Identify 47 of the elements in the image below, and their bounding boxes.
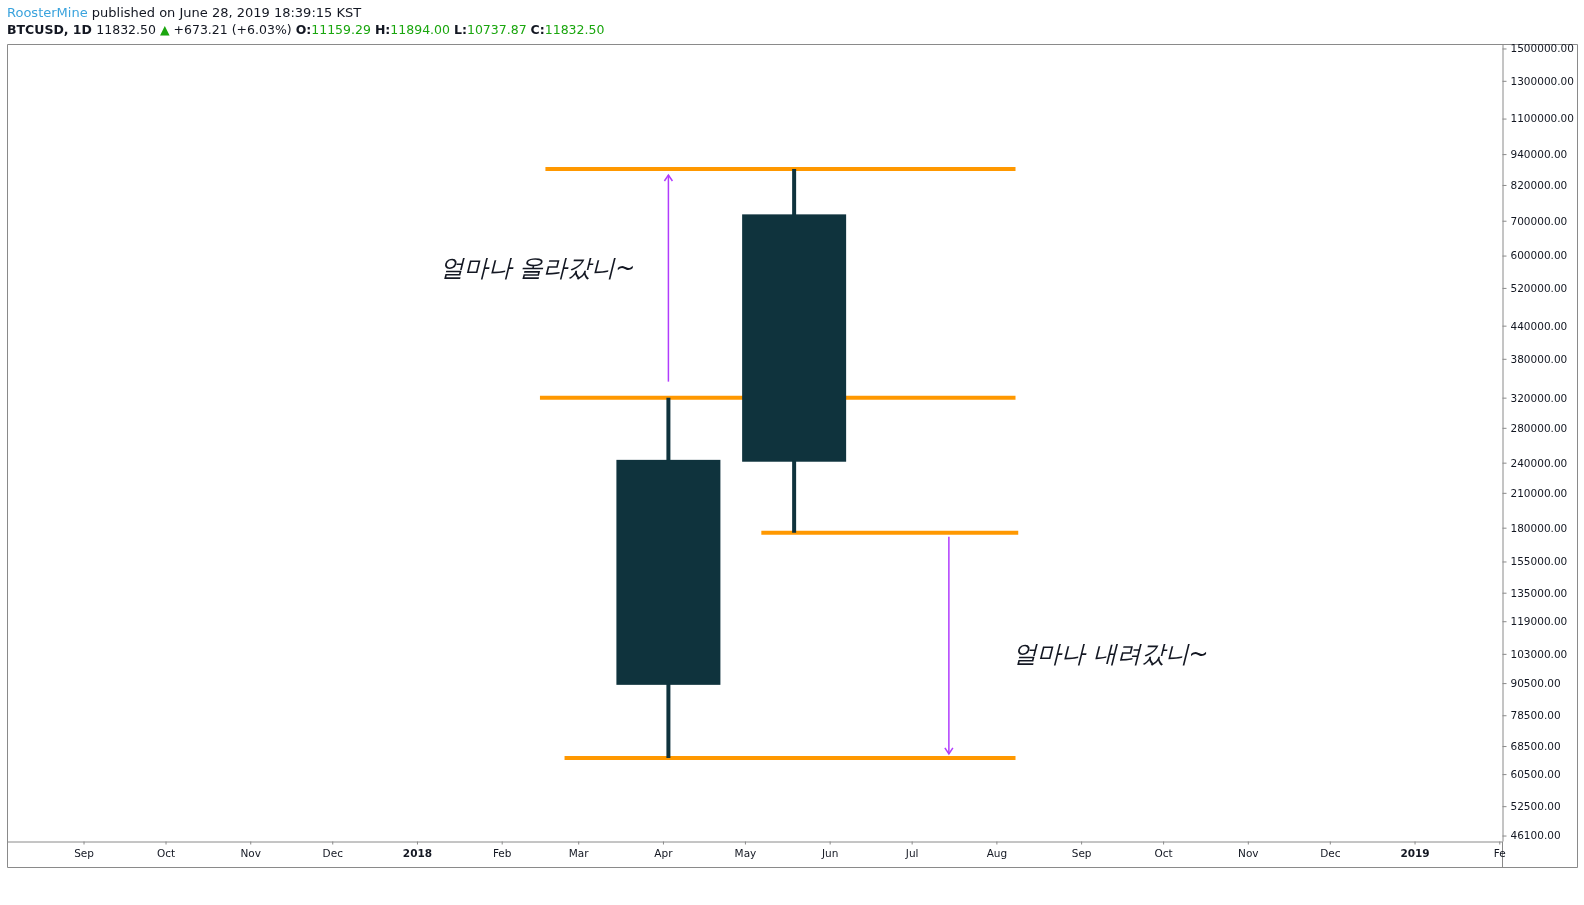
x-tick-label: 2019 (1400, 846, 1430, 859)
y-tick-label: 68500.00 (1510, 739, 1561, 752)
y-tick-label: 380000.00 (1510, 352, 1568, 365)
x-tick-label: Fe (1493, 846, 1506, 859)
y-tick-label: 320000.00 (1510, 391, 1568, 404)
x-tick-label: Apr (654, 846, 674, 859)
x-tick-label: Jul (904, 846, 919, 859)
x-tick-label: Mar (568, 846, 590, 859)
y-tick-label: 240000.00 (1510, 456, 1568, 469)
y-tick-label: 280000.00 (1510, 421, 1568, 434)
x-tick-label: 2018 (402, 846, 433, 859)
y-tick-label: 1300000.00 (1510, 74, 1574, 87)
annotation: 얼마나 내려갔니~ (1012, 640, 1209, 669)
y-tick-label: 180000.00 (1510, 521, 1568, 534)
y-tick-label: 440000.00 (1510, 319, 1568, 332)
y-tick-label: 90500.00 (1510, 676, 1561, 689)
y-tick-label: 520000.00 (1510, 281, 1568, 294)
y-tick-label: 600000.00 (1510, 249, 1568, 262)
x-tick-label: Oct (1154, 846, 1173, 859)
x-tick-label: Dec (322, 846, 344, 859)
chart-title: RoosterMine published on June 28, 2019 18:39:15 KST (7, 5, 362, 20)
y-tick-label: 155000.00 (1510, 555, 1568, 568)
y-tick-label: 700000.00 (1510, 214, 1568, 227)
y-tick-label: 119000.00 (1510, 615, 1568, 628)
y-tick-label: 46100.00 (1510, 829, 1561, 842)
y-tick-label: 60500.00 (1510, 767, 1561, 780)
y-tick-label: 78500.00 (1510, 709, 1561, 722)
x-tick-label: Nov (1238, 846, 1259, 859)
x-tick-label: Sep (74, 846, 95, 859)
y-tick-label: 1500000.00 (1510, 42, 1574, 55)
x-tick-label: Sep (1071, 846, 1092, 859)
x-tick-label: Jun (820, 846, 839, 859)
x-tick-label: Nov (240, 846, 261, 859)
x-tick-label: Oct (156, 846, 176, 859)
y-tick-label: 940000.00 (1510, 147, 1568, 160)
text: BTCUSD, 1D 11832.50 ▲ +673.21 (+6.03%) O:11159.29 H:11894.00 L:10737.87 C:11832.50 (7, 22, 605, 37)
y-tick-label: 210000.00 (1510, 486, 1568, 499)
x-tick-label: Aug (986, 846, 1008, 859)
x-tick-label: May (734, 846, 757, 859)
x-tick-label: Dec (1320, 846, 1341, 859)
x-tick-label: Feb (492, 846, 512, 859)
y-tick-label: 103000.00 (1510, 647, 1568, 660)
y-tick-label: 820000.00 (1510, 178, 1568, 191)
annotation: 얼마나 올라갔니~ (439, 254, 636, 283)
y-tick-label: 135000.00 (1510, 586, 1568, 599)
y-tick-label: 1100000.00 (1510, 112, 1574, 125)
y-tick-label: 52500.00 (1510, 800, 1561, 813)
